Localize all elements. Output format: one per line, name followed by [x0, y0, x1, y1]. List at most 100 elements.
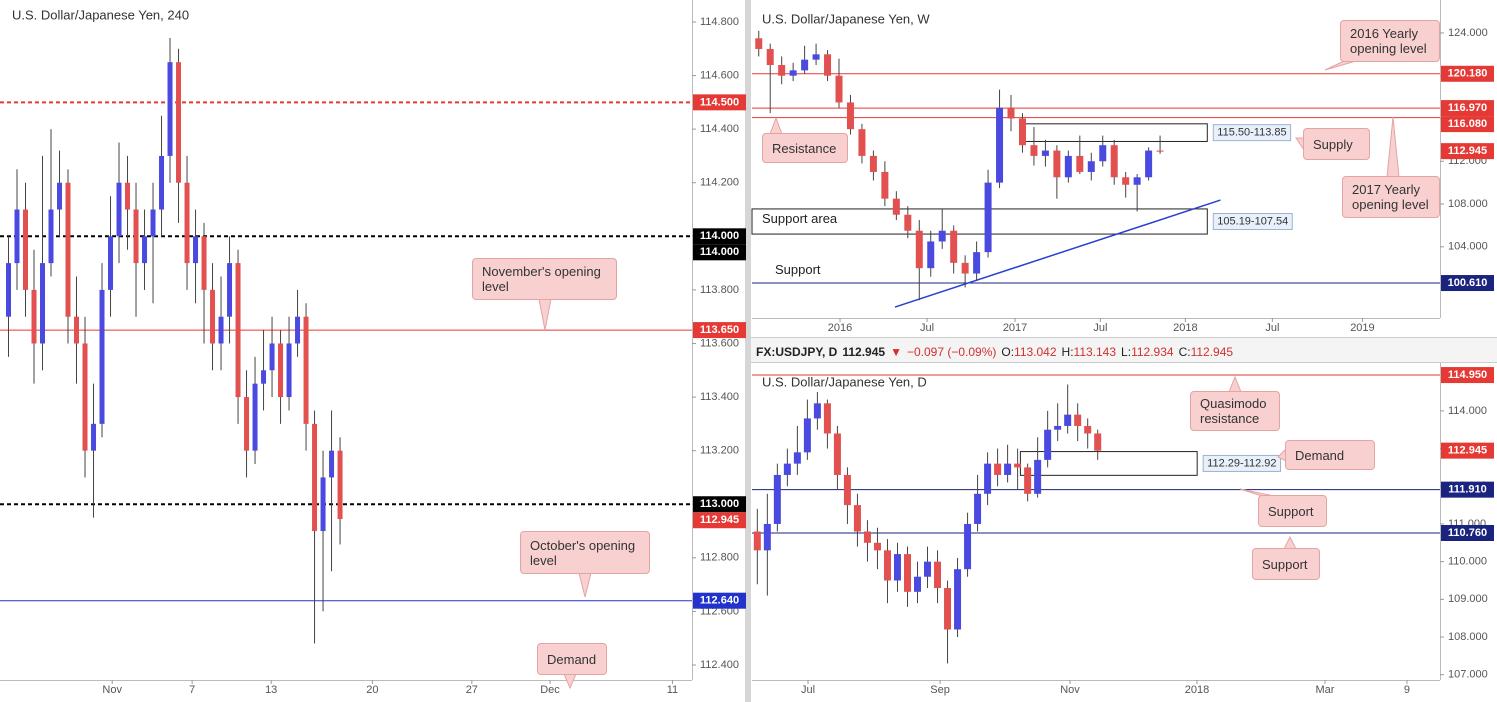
annotation: Quasimodo resistance — [1190, 391, 1280, 431]
x-tick-label: 2018 — [1173, 322, 1197, 334]
candle-body — [833, 433, 841, 475]
candle-body — [23, 209, 29, 290]
candle-body — [1041, 150, 1049, 156]
annotation-text: Support area — [762, 211, 838, 226]
candle-body — [773, 474, 781, 524]
candle-body — [91, 423, 97, 451]
candle-body — [99, 289, 105, 424]
candle-body — [261, 370, 267, 384]
candle-body — [973, 252, 981, 274]
candle-body — [883, 550, 891, 581]
candle-body — [793, 452, 801, 464]
level-label: 112.945 — [1448, 445, 1487, 457]
candle-body — [944, 588, 952, 630]
candle-body — [924, 561, 932, 577]
x-tick-label: Nov — [102, 684, 122, 696]
candle-body — [269, 343, 275, 371]
candle-body — [766, 48, 774, 66]
level-label-bg — [1441, 481, 1494, 498]
x-tick-label: Dec — [540, 684, 560, 696]
field-value: 112.934 — [1131, 345, 1174, 359]
level-label: 113.650 — [700, 324, 739, 336]
candle-body — [1076, 155, 1084, 172]
candle-body — [278, 343, 284, 398]
y-tick-label: 107.000 — [1448, 669, 1488, 681]
candle-body — [869, 155, 877, 172]
candle-body — [31, 289, 37, 344]
x-tick-label: 11 — [667, 684, 678, 696]
level-label: 111.910 — [1448, 484, 1487, 496]
annotation: October's opening level — [520, 531, 650, 574]
candle-body — [65, 182, 71, 317]
field-value: 113.042 — [1014, 345, 1057, 359]
candle-body — [329, 450, 335, 478]
level-label: 110.760 — [1448, 527, 1487, 539]
level-label-bg — [1441, 116, 1494, 133]
candle-body — [125, 182, 131, 210]
candle-body — [40, 263, 46, 344]
candle-body — [82, 343, 88, 451]
candle-body — [116, 182, 122, 237]
y-tick-label: 112.800 — [700, 552, 739, 564]
candle-body — [1064, 155, 1072, 178]
candle-body — [1044, 429, 1052, 460]
candle-body — [961, 262, 969, 274]
x-tick-label: 9 — [1404, 684, 1410, 696]
candle-body — [1014, 463, 1022, 468]
y-tick-label: 108.000 — [1448, 198, 1488, 210]
quote-field: O:113.042 — [1001, 345, 1056, 359]
candle-body — [950, 230, 958, 263]
y-tick-label: 113.800 — [700, 284, 739, 296]
level-label-bg — [693, 244, 746, 261]
candle-body — [286, 343, 292, 398]
x-tick-label: Sep — [930, 684, 950, 696]
candle-body — [1122, 177, 1130, 185]
candle-body — [320, 477, 326, 532]
level-label: 114.000 — [700, 230, 739, 242]
x-tick-label: Jul — [920, 322, 934, 334]
candle-body — [813, 403, 821, 419]
y-tick-label: 114.800 — [700, 16, 739, 28]
candle-body — [835, 75, 843, 103]
level-label-bg — [1441, 100, 1494, 117]
quote-field: L:112.934 — [1121, 345, 1174, 359]
candle-body — [753, 531, 761, 551]
candle-body — [803, 418, 811, 453]
level-label-bg — [1441, 524, 1494, 541]
candle-body — [996, 107, 1004, 183]
annotation: Support — [1252, 548, 1320, 580]
candle-body — [954, 569, 962, 630]
candle-body — [193, 236, 199, 264]
level-label: 112.945 — [1448, 145, 1487, 157]
candle-body — [295, 316, 301, 344]
direction: ▼ — [890, 345, 902, 359]
y-tick-label: 113.400 — [700, 391, 739, 403]
candle-body — [210, 289, 216, 344]
x-tick-label: Jul — [1093, 322, 1107, 334]
level-label-bg — [693, 94, 746, 111]
candle-body — [252, 383, 258, 451]
x-tick-label: Mar — [1316, 684, 1335, 696]
candle-body — [6, 263, 12, 317]
chart-panel: U.S. Dollar/Japanese Yen, D 107.000 108.00… — [752, 363, 1494, 696]
y-tick-label: 109.000 — [1448, 593, 1488, 605]
candle-body — [783, 463, 791, 475]
candle-body — [184, 182, 190, 264]
field-name: H: — [1061, 345, 1074, 359]
candle-body — [337, 450, 343, 519]
zone — [751, 208, 1208, 235]
x-tick-label: 2016 — [828, 322, 852, 334]
y-tick-label: 104.000 — [1448, 241, 1488, 253]
level-label: 116.080 — [1448, 118, 1487, 130]
quote-bar-bg — [751, 337, 1497, 363]
quote-bar: FX:USDJPY, D 112.945 ▼ −0.097 (−0.09%) O… — [756, 342, 1233, 362]
level-label: 120.180 — [1448, 68, 1488, 80]
candle-body — [133, 209, 139, 264]
y-tick-label: 114.200 — [700, 177, 739, 189]
chart-panel: U.S. Dollar/Japanese Yen, 240 112.400 112.… — [0, 0, 746, 696]
x-tick-label: 2017 — [1003, 322, 1027, 334]
candle-body — [312, 423, 318, 532]
x-tick-label: 7 — [189, 684, 195, 696]
level-label-bg — [693, 496, 746, 513]
